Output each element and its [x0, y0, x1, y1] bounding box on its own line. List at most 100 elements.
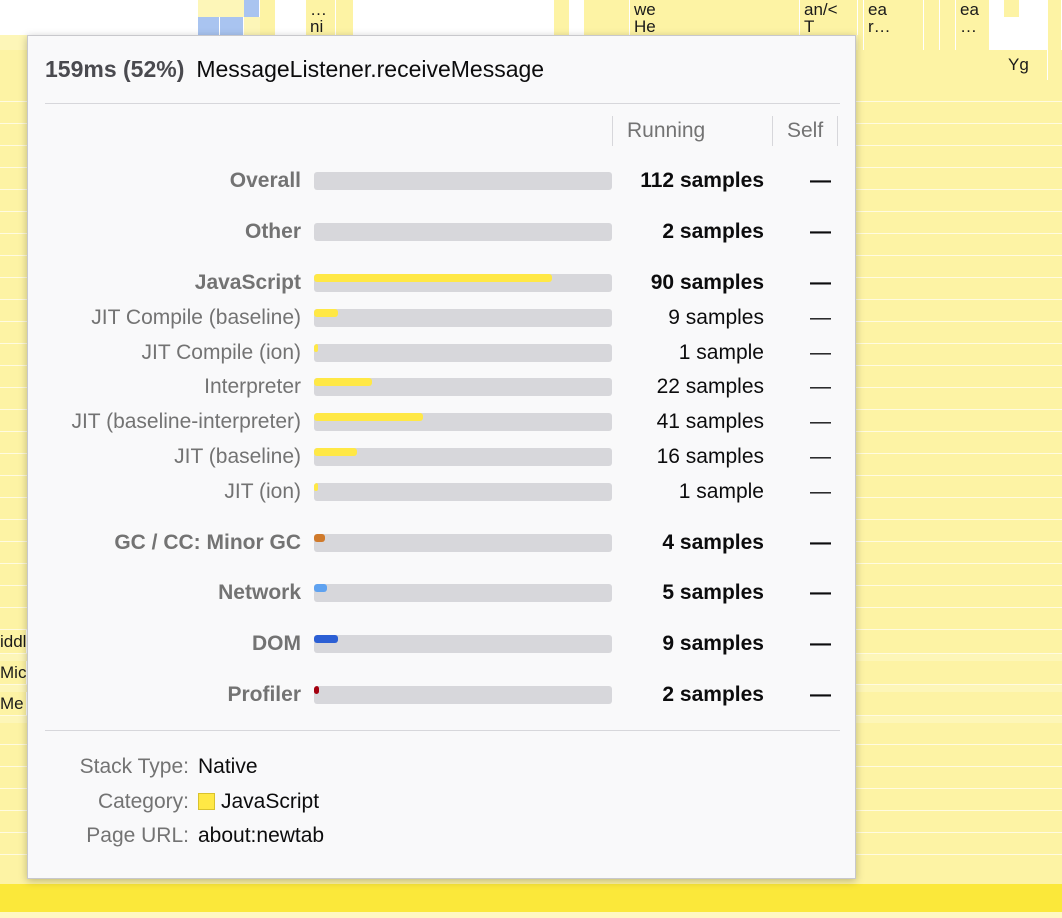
category-row: Interpreter 22 samples —: [28, 372, 857, 402]
category-self: —: [810, 306, 831, 329]
category-row: JIT (baseline-interpreter) 41 samples —: [28, 407, 857, 437]
flame-frame-label: Me: [0, 694, 24, 713]
category-self: —: [810, 375, 831, 398]
flame-frame-label: ea: [868, 0, 887, 17]
category-self: —: [810, 683, 831, 706]
flame-frame-label: iddl: [0, 632, 27, 651]
category-row: Other 2 samples —: [28, 217, 857, 247]
detail-value: Native: [198, 755, 258, 778]
category-bar-track: [314, 686, 612, 704]
flame-frame[interactable]: Mic: [0, 661, 27, 684]
category-self: —: [810, 169, 831, 192]
category-samples: 9 samples: [668, 306, 764, 329]
flame-frame[interactable]: ea: [956, 0, 990, 17]
category-label: Other: [244, 220, 301, 243]
flame-frame[interactable]: [554, 0, 570, 35]
category-bar-fill: [314, 274, 552, 282]
category-samples: 1 sample: [678, 480, 764, 503]
flame-row[interactable]: [0, 912, 1062, 918]
flame-frame-label: He: [634, 17, 656, 35]
tooltip-function-name: MessageListener.receiveMessage: [196, 56, 545, 82]
flame-frame[interactable]: Me: [0, 692, 27, 715]
flame-root-frame[interactable]: [0, 884, 1062, 912]
flame-frame-label: …: [310, 0, 327, 17]
category-row: JIT Compile (ion) 1 sample —: [28, 338, 857, 368]
category-bar-track: [314, 172, 612, 190]
flame-frame[interactable]: [858, 0, 864, 50]
flame-frame[interactable]: Yg: [1004, 50, 1048, 80]
category-samples: 4 samples: [662, 531, 764, 554]
flame-frame[interactable]: ea: [864, 0, 924, 17]
flame-frame[interactable]: [924, 0, 940, 50]
flame-empty: [1004, 17, 1048, 50]
category-label: JavaScript: [194, 271, 301, 294]
flame-empty: [0, 0, 198, 35]
category-row: JIT (ion) 1 sample —: [28, 477, 857, 507]
flame-frame[interactable]: we: [630, 0, 800, 17]
flame-frame[interactable]: r…: [864, 17, 924, 50]
category-name: JavaScript: [221, 790, 320, 813]
category-row: Overall 112 samples —: [28, 166, 857, 196]
flame-frame[interactable]: [198, 17, 220, 35]
category-bar-fill: [314, 413, 423, 421]
flame-empty: [570, 0, 584, 35]
category-row: Profiler 2 samples —: [28, 680, 857, 710]
category-bar-fill: [314, 309, 338, 317]
flame-frame[interactable]: iddl: [0, 630, 27, 653]
flame-frame[interactable]: [260, 0, 276, 35]
flame-frame[interactable]: [940, 0, 956, 50]
category-row: JIT Compile (baseline) 9 samples —: [28, 303, 857, 333]
category-label: JIT (ion): [224, 480, 301, 503]
category-samples: 5 samples: [662, 581, 764, 604]
category-bar-track: [314, 448, 612, 466]
flame-frame[interactable]: [1048, 0, 1062, 50]
flame-empty: [354, 0, 554, 35]
category-samples: 41 samples: [656, 410, 764, 433]
category-samples: 16 samples: [656, 445, 764, 468]
category-samples: 22 samples: [656, 375, 764, 398]
flame-frame[interactable]: an/<: [800, 0, 858, 17]
category-bar-track: [314, 344, 612, 362]
category-self: —: [810, 445, 831, 468]
category-bar-fill: [314, 344, 318, 352]
detail-label: Category:: [97, 790, 189, 813]
category-self: —: [810, 581, 831, 604]
category-label: Interpreter: [204, 375, 301, 398]
category-self: —: [810, 220, 831, 243]
flame-frame[interactable]: He: [630, 17, 800, 35]
category-samples: 90 samples: [650, 271, 764, 294]
flame-frame[interactable]: [336, 0, 354, 35]
tooltip-duration: 159ms (52%): [45, 56, 185, 82]
category-row: Network 5 samples —: [28, 578, 857, 608]
category-bar-track: [314, 534, 612, 552]
category-bar-track: [314, 223, 612, 241]
category-bar-fill: [314, 635, 338, 643]
category-bar-fill: [314, 448, 357, 456]
category-bar-track: [314, 483, 612, 501]
category-self: —: [810, 341, 831, 364]
category-bar-track: [314, 309, 612, 327]
tooltip-header: 159ms (52%) MessageListener.receiveMessag…: [45, 56, 544, 83]
flame-frame[interactable]: [220, 17, 244, 35]
flame-frame[interactable]: [1004, 0, 1020, 17]
flame-empty: [1020, 0, 1048, 17]
category-bar-track: [314, 584, 612, 602]
flame-frame[interactable]: …: [956, 17, 990, 50]
flame-frame[interactable]: …: [306, 0, 336, 17]
flame-empty: [990, 0, 1004, 50]
flame-frame[interactable]: T: [800, 17, 858, 35]
category-label: JIT (baseline): [174, 445, 301, 468]
category-swatch-icon: [198, 793, 215, 810]
category-samples: 2 samples: [662, 683, 764, 706]
category-self: —: [810, 531, 831, 554]
category-bar-fill: [314, 483, 318, 491]
detail-value: JavaScript: [198, 787, 319, 817]
flame-frame[interactable]: [244, 0, 260, 17]
category-label: Network: [218, 581, 301, 604]
category-self: —: [810, 410, 831, 433]
flame-frame[interactable]: ni: [306, 17, 336, 35]
call-node-tooltip: 159ms (52%) MessageListener.receiveMessag…: [27, 35, 856, 879]
flame-frame-label: we: [634, 0, 656, 17]
flame-frame[interactable]: [584, 0, 630, 35]
category-row: DOM 9 samples —: [28, 629, 857, 659]
